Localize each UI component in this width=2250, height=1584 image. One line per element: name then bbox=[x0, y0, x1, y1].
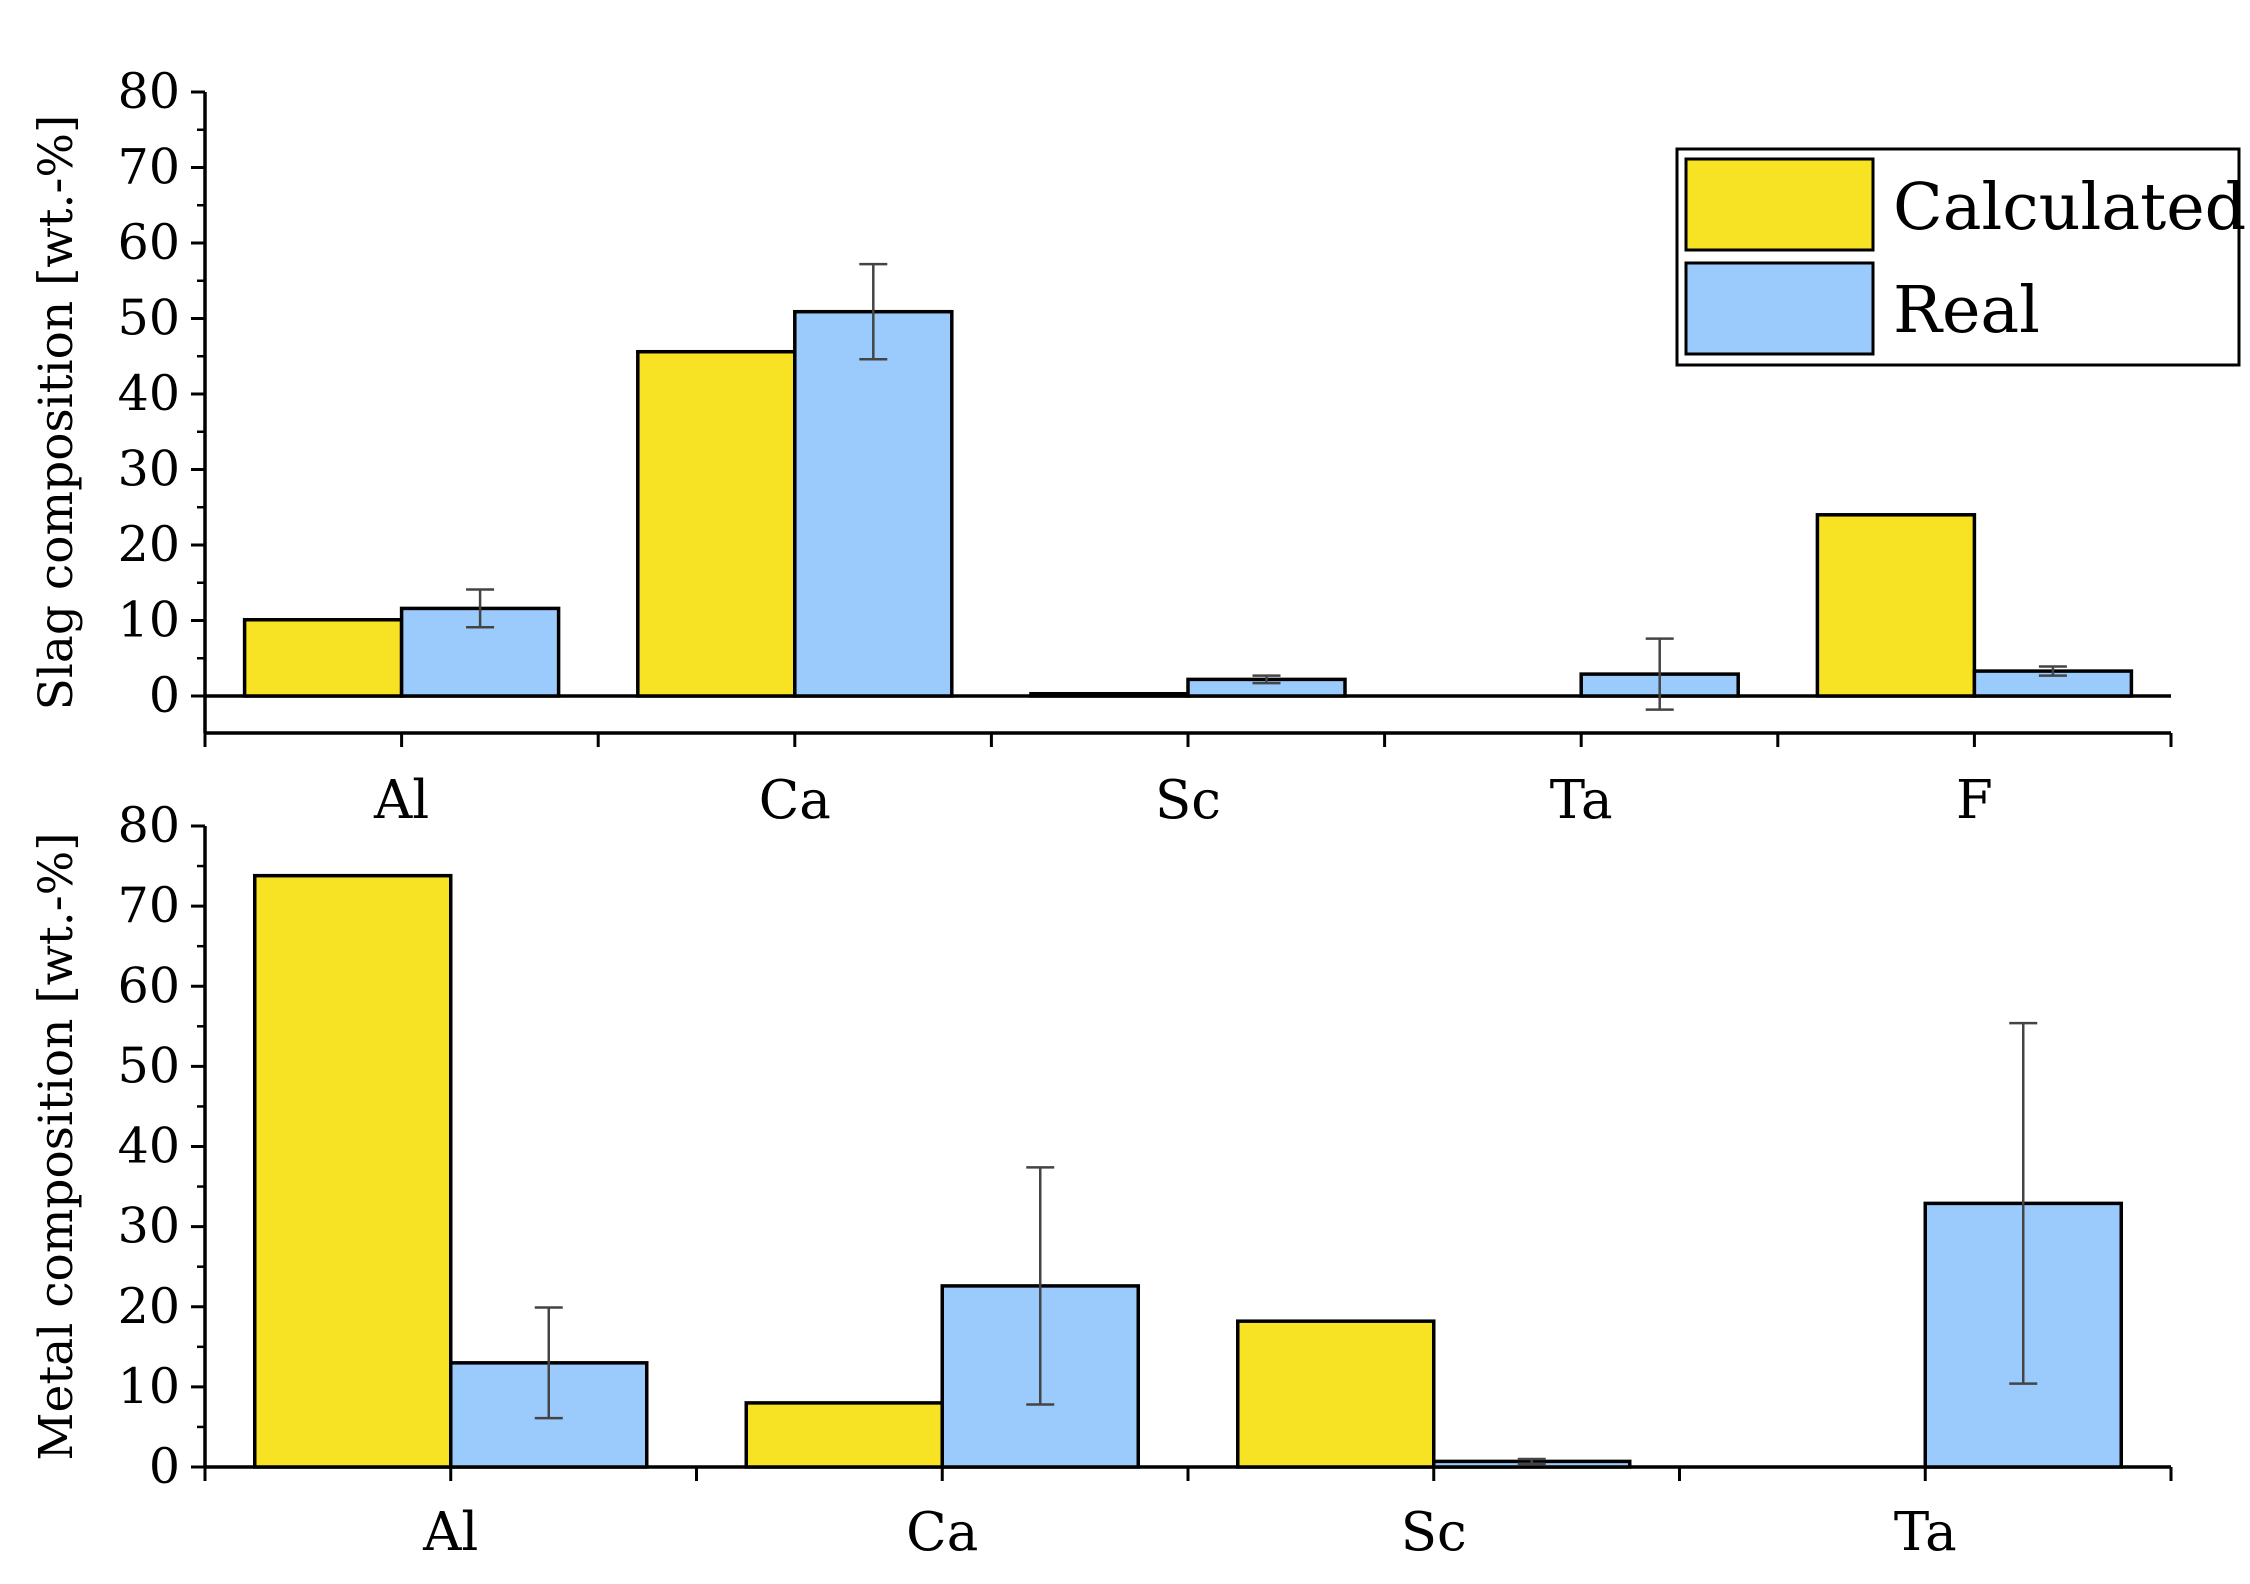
metal-category-label: Ca bbox=[906, 1502, 978, 1563]
legend-swatch-real bbox=[1684, 261, 1875, 356]
metal-y-axis-title: Metal composition [wt.-%] bbox=[29, 832, 84, 1460]
slag-bar-calculated-sc bbox=[1029, 691, 1190, 698]
metal-y-tick-label: 10 bbox=[118, 1358, 180, 1415]
metal-category-label: Al bbox=[422, 1502, 478, 1563]
metal-bar-calculated-sc bbox=[1236, 1319, 1436, 1469]
metal-bar-calculated-ca bbox=[744, 1401, 944, 1469]
metal-y-tick-label: 80 bbox=[118, 797, 180, 854]
metal-y-tick-label: 30 bbox=[118, 1198, 180, 1255]
legend-label-real: Real bbox=[1893, 273, 2040, 348]
legend: Calculated Real bbox=[1675, 147, 2246, 367]
slag-y-tick-label: 0 bbox=[149, 667, 180, 724]
metal-y-tick-label: 60 bbox=[118, 957, 180, 1014]
slag-bar-calculated-al bbox=[242, 617, 404, 698]
slag-y-tick-label: 10 bbox=[118, 592, 180, 649]
slag-y-tick-label: 40 bbox=[118, 365, 180, 422]
slag-y-tick-label: 70 bbox=[118, 139, 180, 196]
slag-y-axis-title: Slag composition [wt.-%] bbox=[29, 115, 84, 711]
metal-composition-panel: 0 10 20 30 40 50 60 70 80 Metal composition [wt.-… bbox=[29, 797, 2173, 1563]
slag-y-tick-label: 80 bbox=[118, 63, 180, 120]
legend-swatch-calculated bbox=[1684, 157, 1875, 252]
metal-category-label: Ta bbox=[1894, 1502, 1957, 1563]
slag-y-tick-label: 20 bbox=[118, 516, 180, 573]
metal-y-tick-label: 70 bbox=[118, 877, 180, 934]
slag-category-label: Sc bbox=[1155, 770, 1221, 831]
slag-y-tick-label: 30 bbox=[118, 441, 180, 498]
slag-category-label: F bbox=[1956, 770, 1993, 831]
slag-category-label: Ca bbox=[759, 770, 831, 831]
legend-label-calculated: Calculated bbox=[1893, 170, 2246, 245]
slag-y-tick-label: 50 bbox=[118, 290, 180, 347]
metal-y-tick-label: 0 bbox=[149, 1438, 180, 1495]
metal-bar-calculated-al bbox=[253, 873, 453, 1469]
metal-y-tick-label: 40 bbox=[118, 1118, 180, 1175]
slag-bar-calculated-f bbox=[1815, 513, 1977, 698]
slag-bar-real-ca bbox=[793, 309, 954, 698]
metal-y-tick-label: 20 bbox=[118, 1278, 180, 1335]
metal-y-tick-label: 50 bbox=[118, 1037, 180, 1094]
slag-category-label: Al bbox=[373, 770, 429, 831]
slag-bar-calculated-ca bbox=[636, 349, 797, 698]
slag-category-label: Ta bbox=[1550, 770, 1613, 831]
metal-category-label: Sc bbox=[1401, 1502, 1467, 1563]
slag-y-tick-label: 60 bbox=[118, 214, 180, 271]
slag-composition-panel: 0 10 20 30 40 50 60 70 80 Slag composition [wt.-%… bbox=[29, 63, 2173, 831]
